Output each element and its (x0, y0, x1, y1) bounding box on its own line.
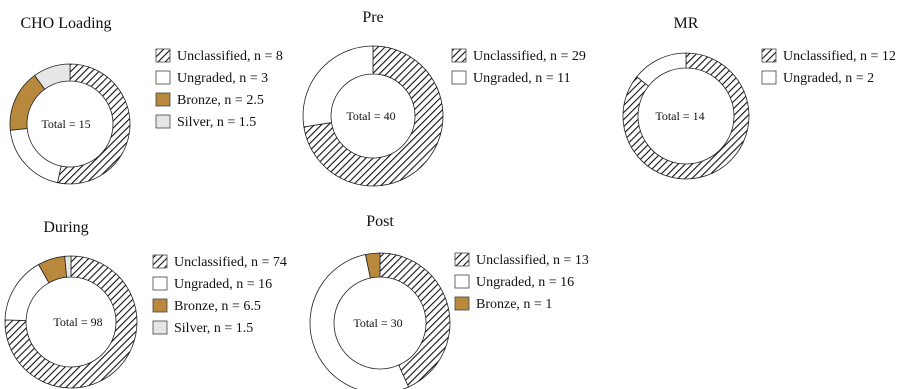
legend-label-unclassified: Unclassified, n = 13 (476, 253, 589, 268)
legend-swatch-ungraded (761, 70, 777, 85)
legend-swatch-bronze (155, 92, 171, 107)
legend-label-unclassified: Unclassified, n = 74 (174, 255, 287, 270)
legend-swatch-unclassified (451, 48, 467, 63)
slice-unclassified (622, 52, 750, 180)
legend-swatch-ungraded (451, 70, 467, 85)
donut-chart-post: Post Total = 30 Unclassified, n = 13 Ungrad… (309, 213, 589, 389)
legend-label-silver: Silver, n = 1.5 (174, 321, 253, 336)
legend-swatch-silver (152, 320, 168, 335)
total-label: Total = 14 (655, 109, 704, 123)
chart-title: Pre (362, 9, 383, 26)
legend: Unclassified, n = 13 Ungraded, n = 16 Bron… (454, 252, 589, 312)
slice-unclassified (4, 255, 138, 389)
legend: Unclassified, n = 74 Ungraded, n = 16 Bron… (152, 254, 287, 336)
slice-unclassified (303, 45, 444, 187)
chart-title: MR (674, 15, 699, 32)
chart-title: CHO Loading (20, 15, 111, 32)
legend-label-bronze: Bronze, n = 1 (476, 297, 552, 312)
legend-label-unclassified: Unclassified, n = 12 (783, 49, 896, 64)
slice-ungraded (302, 45, 374, 128)
total-label: Total = 40 (346, 109, 395, 123)
legend-swatch-ungraded (152, 276, 168, 291)
total-label: Total = 98 (53, 315, 102, 329)
slice-ungraded (636, 52, 687, 87)
legend-label-ungraded: Ungraded, n = 2 (783, 71, 874, 86)
legend-label-ungraded: Ungraded, n = 3 (177, 71, 268, 86)
legend-swatch-ungraded (454, 274, 470, 289)
legend: Unclassified, n = 12 Ungraded, n = 2 (761, 48, 896, 86)
slice-bronze (9, 74, 46, 131)
legend-swatch-unclassified (155, 48, 171, 63)
legend-label-unclassified: Unclassified, n = 8 (177, 49, 283, 64)
legend-label-bronze: Bronze, n = 6.5 (174, 299, 261, 314)
legend-swatch-ungraded (155, 70, 171, 85)
legend-swatch-unclassified (454, 252, 470, 267)
legend-label-ungraded: Ungraded, n = 16 (476, 275, 574, 290)
legend-label-ungraded: Ungraded, n = 16 (174, 277, 272, 292)
slice-silver (34, 63, 71, 90)
slice-unclassified (379, 252, 451, 388)
slice-unclassified (57, 63, 131, 185)
total-label: Total = 15 (41, 117, 90, 131)
donut-chart-pre: Pre Total = 40 Unclassified, n = 29 Ungrade… (302, 9, 586, 187)
slice-ungraded (9, 128, 62, 184)
legend-swatch-bronze (152, 298, 168, 313)
legend-label-silver: Silver, n = 1.5 (177, 115, 256, 130)
legend-label-bronze: Bronze, n = 2.5 (177, 93, 264, 108)
legend: Unclassified, n = 8 Ungraded, n = 3 Bronze… (155, 48, 283, 130)
donut-chart-during: During Total = 98 Unclassified, n = 74 Ungr… (4, 219, 287, 389)
total-label: Total = 30 (353, 316, 402, 330)
chart-title: Post (366, 213, 394, 230)
legend-label-ungraded: Ungraded, n = 11 (473, 71, 571, 86)
legend-swatch-bronze (454, 296, 470, 311)
donut-chart-mr: MR Total = 14 Unclassified, n = 12 Ungraded… (622, 15, 896, 180)
legend-swatch-silver (155, 114, 171, 129)
legend-label-unclassified: Unclassified, n = 29 (473, 49, 586, 64)
chart-title: During (43, 219, 88, 236)
slice-ungraded (309, 254, 410, 389)
donut-chart-cho-loading: CHO Loading Total = 15 Unclassified, n = 8… (9, 15, 283, 185)
slice-silver (64, 255, 72, 278)
legend-swatch-unclassified (761, 48, 777, 63)
slice-ungraded (4, 263, 50, 321)
slice-bronze (364, 252, 381, 279)
legend: Unclassified, n = 29 Ungraded, n = 11 (451, 48, 586, 86)
legend-swatch-unclassified (152, 254, 168, 269)
